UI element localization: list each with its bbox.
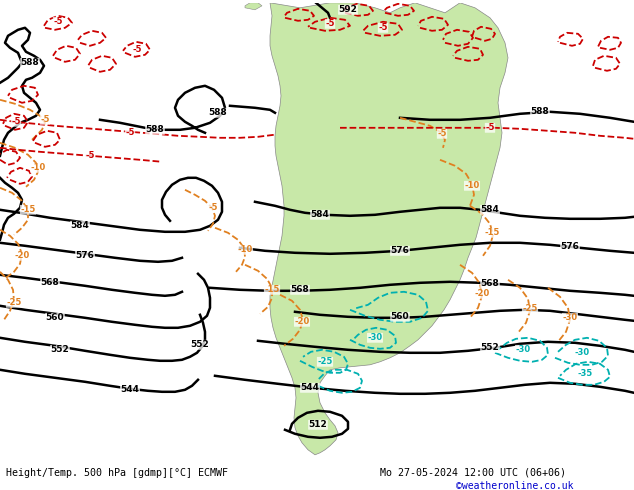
Text: 552: 552 bbox=[481, 343, 500, 352]
Text: -30: -30 bbox=[515, 345, 531, 354]
Text: -15: -15 bbox=[264, 285, 280, 294]
Text: -5: -5 bbox=[378, 24, 388, 32]
Text: 568: 568 bbox=[41, 278, 60, 287]
Text: 552: 552 bbox=[191, 340, 209, 349]
Text: -10: -10 bbox=[464, 181, 480, 190]
Text: 512: 512 bbox=[309, 420, 327, 429]
Text: -30: -30 bbox=[574, 348, 590, 357]
Text: 568: 568 bbox=[290, 285, 309, 294]
Text: 588: 588 bbox=[531, 107, 550, 116]
Text: -25: -25 bbox=[522, 304, 538, 313]
Polygon shape bbox=[270, 3, 508, 455]
Text: -25: -25 bbox=[6, 298, 22, 307]
Text: 584: 584 bbox=[311, 210, 330, 220]
Text: -20: -20 bbox=[15, 251, 30, 260]
Text: -20: -20 bbox=[474, 289, 489, 298]
Text: 584: 584 bbox=[481, 205, 500, 214]
Text: -30: -30 bbox=[368, 333, 382, 343]
Text: -15: -15 bbox=[484, 228, 500, 237]
Text: 576: 576 bbox=[560, 242, 579, 251]
Text: -5: -5 bbox=[11, 117, 21, 126]
Text: 560: 560 bbox=[46, 313, 64, 322]
Text: -5: -5 bbox=[208, 203, 217, 212]
Text: 576: 576 bbox=[391, 246, 410, 255]
Text: 544: 544 bbox=[301, 383, 320, 392]
Text: -25: -25 bbox=[317, 357, 333, 367]
Text: -15: -15 bbox=[20, 205, 36, 214]
Text: 588: 588 bbox=[21, 58, 39, 67]
Text: -5: -5 bbox=[133, 45, 142, 54]
Text: ©weatheronline.co.uk: ©weatheronline.co.uk bbox=[456, 481, 574, 490]
Text: 588: 588 bbox=[146, 125, 164, 134]
Text: Height/Temp. 500 hPa [gdmp][°C] ECMWF: Height/Temp. 500 hPa [gdmp][°C] ECMWF bbox=[6, 468, 228, 478]
Text: 552: 552 bbox=[51, 345, 69, 354]
Text: -5: -5 bbox=[85, 151, 94, 160]
Text: -5: -5 bbox=[437, 129, 447, 138]
Text: -5: -5 bbox=[53, 17, 63, 26]
Text: 568: 568 bbox=[481, 279, 500, 288]
Text: 588: 588 bbox=[209, 108, 228, 117]
Text: 584: 584 bbox=[70, 221, 89, 230]
Polygon shape bbox=[245, 3, 262, 10]
Text: -5: -5 bbox=[485, 123, 495, 132]
Text: -35: -35 bbox=[578, 369, 593, 378]
Text: 544: 544 bbox=[120, 385, 139, 394]
Text: -10: -10 bbox=[30, 163, 46, 172]
Text: -10: -10 bbox=[237, 245, 252, 254]
Text: -20: -20 bbox=[294, 318, 309, 326]
Text: -30: -30 bbox=[562, 313, 578, 322]
Text: 576: 576 bbox=[75, 251, 94, 260]
Text: 560: 560 bbox=[391, 312, 410, 321]
Text: -5: -5 bbox=[325, 19, 335, 28]
Text: 592: 592 bbox=[339, 5, 358, 14]
Text: Mo 27-05-2024 12:00 UTC (06+06): Mo 27-05-2024 12:00 UTC (06+06) bbox=[380, 468, 566, 478]
Text: -5: -5 bbox=[126, 128, 135, 137]
Text: -5: -5 bbox=[40, 115, 49, 124]
